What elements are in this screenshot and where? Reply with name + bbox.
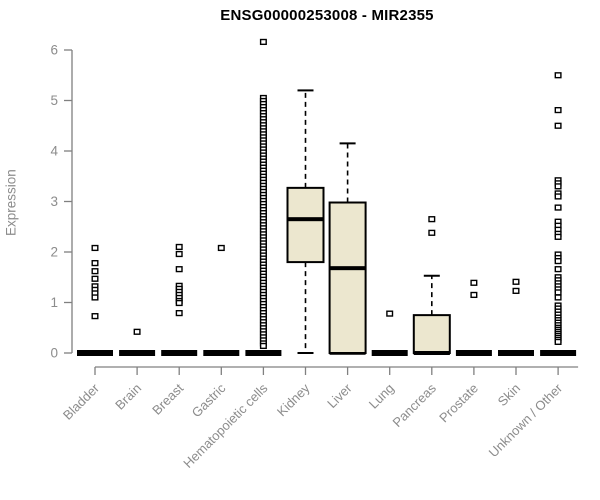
chart-title: ENSG00000253008 - MIR2355 <box>220 7 434 24</box>
outlier-point-prostate <box>470 279 478 286</box>
outlier-point-hematopoietic-cells <box>259 38 267 46</box>
outlier-point-gastric <box>217 244 225 252</box>
y-tick-label: 5 <box>50 93 58 108</box>
y-tick-label: 3 <box>50 194 58 209</box>
outlier-point-breast <box>175 250 183 258</box>
outlier-point-bladder <box>91 268 99 275</box>
x-category-label-lung: Lung <box>366 381 397 412</box>
outlier-point-lung <box>386 310 394 317</box>
outlier-point-skin <box>512 287 520 294</box>
x-category-label-pancreas: Pancreas <box>389 380 439 430</box>
outlier-point-unknown-other <box>554 338 562 345</box>
outlier-point-unknown-other <box>554 193 562 200</box>
x-category-label-bladder: Bladder <box>60 380 103 423</box>
median-kidney <box>287 217 324 222</box>
outlier-point-breast <box>175 310 183 317</box>
box-liver <box>328 201 367 354</box>
zero-box-bladder <box>77 350 113 356</box>
x-category-label-breast: Breast <box>149 380 186 417</box>
zero-box-hematopoietic-cells <box>245 350 282 356</box>
outlier-point-breast <box>175 299 183 307</box>
y-tick-label: 2 <box>50 245 58 260</box>
zero-box-brain <box>119 350 156 356</box>
outlier-point-unknown-other <box>554 72 562 79</box>
median-liver <box>329 266 366 271</box>
x-category-label-liver: Liver <box>324 380 355 411</box>
outlier-point-unknown-other <box>554 122 562 129</box>
outlier-point-unknown-other <box>554 183 562 190</box>
outlier-point-unknown-other <box>554 266 562 273</box>
outlier-point-breast <box>175 243 183 251</box>
x-category-label-skin: Skin <box>495 381 523 409</box>
outlier-point-bladder <box>91 244 99 252</box>
x-category-label-brain: Brain <box>112 381 144 413</box>
outlier-point-pancreas <box>428 229 436 236</box>
y-tick-label: 1 <box>50 295 58 310</box>
outlier-point-bladder <box>91 313 99 320</box>
zero-box-breast <box>161 350 198 356</box>
box-kidney <box>286 186 325 264</box>
outlier-point-pancreas <box>428 216 436 223</box>
outlier-point-hematopoietic-cells <box>259 342 267 350</box>
y-tick-label: 4 <box>50 144 58 159</box>
y-tick-label: 0 <box>50 346 58 361</box>
zero-box-prostate <box>455 350 492 356</box>
outlier-point-breast <box>175 266 183 273</box>
outlier-point-bladder <box>91 275 99 282</box>
box-pancreas <box>412 314 451 354</box>
outlier-point-skin <box>512 278 520 285</box>
zero-box-lung <box>371 350 408 356</box>
outlier-point-prostate <box>470 291 478 299</box>
zero-box-skin <box>498 350 534 356</box>
outlier-point-bladder <box>91 260 99 267</box>
outlier-point-unknown-other <box>554 294 562 301</box>
outlier-point-brain <box>133 328 141 335</box>
x-category-label-kidney: Kidney <box>274 380 313 419</box>
outlier-point-bladder <box>91 294 99 301</box>
y-tick-label: 6 <box>50 43 58 58</box>
x-category-label-gastric: Gastric <box>189 380 229 420</box>
outlier-point-unknown-other <box>554 289 562 296</box>
median-pancreas <box>413 351 450 355</box>
x-category-label-unknown-other: Unknown / Other <box>486 380 566 460</box>
outlier-point-unknown-other <box>554 233 562 240</box>
outlier-point-unknown-other <box>554 204 562 211</box>
outlier-point-unknown-other <box>554 257 562 265</box>
zero-box-unknown-other <box>540 350 577 356</box>
y-axis-label: Expression <box>3 169 19 237</box>
x-category-label-prostate: Prostate <box>436 381 481 426</box>
zero-box-gastric <box>203 350 240 356</box>
outlier-point-unknown-other <box>554 106 562 114</box>
